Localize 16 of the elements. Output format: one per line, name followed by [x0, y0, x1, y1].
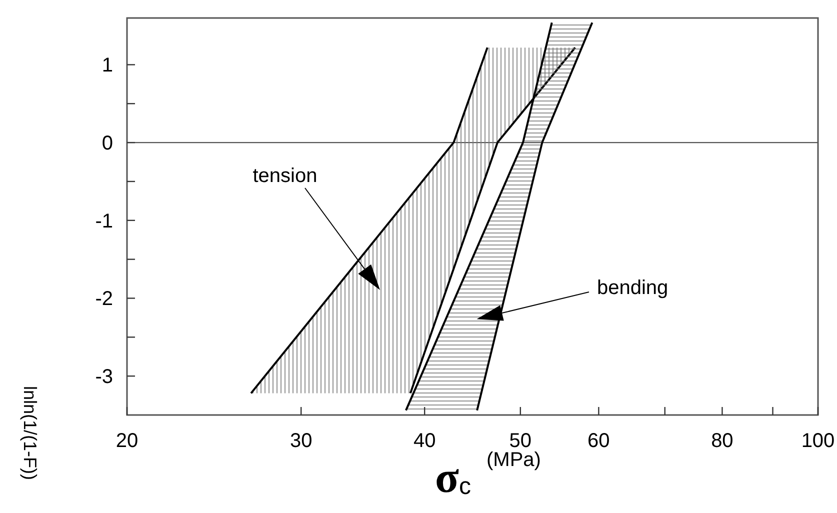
annotation: tension — [252, 165, 318, 187]
y-axis-title: lnln(1/(1-F)) — [20, 386, 40, 480]
x-tick-label: 60 — [588, 430, 610, 452]
x-axis-title: σ$_{c}$ (MPa) — [435, 449, 541, 502]
x-tick-label: 80 — [711, 430, 734, 452]
x-tick-label: 40 — [413, 430, 436, 452]
x-tick-label: 100 — [801, 430, 835, 452]
y-tick-label: -3 — [95, 366, 113, 388]
annotation: bending — [596, 277, 668, 300]
y-tick-label: 1 — [102, 54, 113, 77]
y-tick-label: -2 — [95, 288, 113, 310]
x-tick-label: 30 — [290, 430, 312, 452]
x-tick-label: 20 — [116, 430, 138, 452]
y-tick-label: -1 — [95, 210, 113, 232]
x-tick-label: 50 — [509, 430, 532, 452]
y-tick-label: 0 — [102, 132, 113, 155]
